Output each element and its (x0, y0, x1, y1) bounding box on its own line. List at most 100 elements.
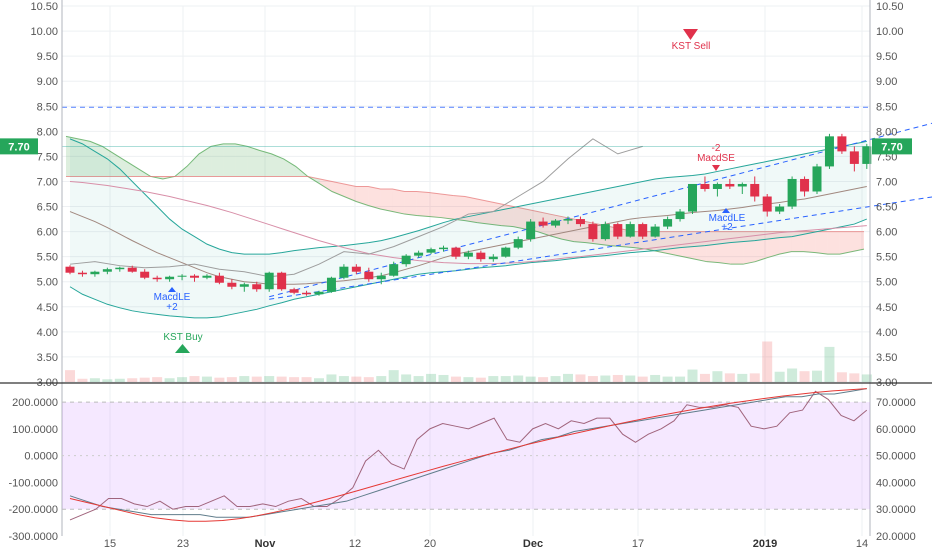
volume-bar (587, 376, 598, 382)
macd-se-sub: -2 (712, 143, 721, 154)
cloud-segment (694, 231, 707, 262)
volume-bar (762, 341, 773, 382)
candle-body (526, 221, 536, 240)
cloud-segment (428, 192, 441, 218)
candle-body (675, 211, 685, 220)
osc-tick-left: -300.0000 (8, 531, 58, 543)
osc-tick-right: 50.0000 (876, 451, 916, 463)
cloud-segment (573, 219, 586, 243)
candle-body (102, 269, 112, 272)
cloud-segment (658, 231, 671, 255)
candle-body (663, 219, 673, 227)
cloud-segment (344, 183, 357, 202)
candle-body (326, 277, 336, 292)
price-tick-left: 4.00 (37, 327, 58, 339)
volume-bar (77, 378, 88, 382)
time-axis: 15 23 Nov 12 20 Dec 17 2019 14 (104, 538, 868, 550)
candle-body (725, 183, 735, 187)
candle-body (227, 282, 237, 287)
volume-bar (426, 373, 437, 382)
candle-body (252, 284, 262, 290)
time-tick: Nov (255, 538, 277, 550)
cloud-segment (114, 153, 127, 177)
cloud-segment (392, 188, 405, 215)
macd-le-arrow-2 (722, 208, 730, 213)
candle-body (277, 272, 287, 290)
price-tick-left: 6.00 (37, 227, 58, 239)
time-tick: 23 (177, 538, 189, 550)
candle-body (575, 219, 585, 225)
cloud-segment (477, 199, 490, 225)
cloud-segment (561, 216, 574, 242)
volume-bar (675, 376, 686, 382)
price-tick-right: 6.00 (876, 227, 897, 239)
cloud-segment (259, 150, 272, 177)
lagging-span (69, 138, 643, 278)
price-tick-left: 6.50 (37, 202, 58, 214)
candle-body (762, 196, 772, 212)
volume-bar (89, 378, 100, 382)
candle-body (65, 266, 75, 273)
volume-bar (463, 377, 474, 382)
candle-body (302, 292, 312, 295)
volume-bar (152, 377, 163, 382)
candlesticks[interactable] (65, 133, 872, 296)
volume-bar (276, 376, 287, 382)
cloud-segment (319, 178, 332, 192)
price-tick-left: 10.50 (30, 1, 58, 13)
candle-body (551, 220, 561, 226)
candle-body (351, 266, 361, 272)
price-tick-right: 4.50 (876, 302, 897, 314)
cloud-segment (211, 143, 224, 177)
osc-tick-left: 200.0000 (12, 397, 58, 409)
volume-bar (699, 373, 710, 382)
cloud-segment (78, 138, 91, 177)
volume-bar (301, 377, 312, 382)
candle-body (177, 275, 187, 277)
time-tick: 17 (632, 538, 644, 550)
time-tick: 20 (424, 538, 436, 550)
volume-bar (625, 375, 636, 382)
candle-body (376, 275, 386, 280)
volume-bar (214, 377, 225, 382)
osc-line-a (69, 388, 867, 518)
candle-body (202, 275, 212, 278)
price-tick-right: 9.50 (876, 51, 897, 63)
volume-bar (114, 378, 125, 382)
osc-tick-right: 20.0000 (876, 531, 916, 543)
volume-bar (401, 374, 412, 382)
candle-body (77, 272, 87, 275)
cloud-span-b (66, 175, 864, 233)
candle-body (190, 275, 199, 278)
cloud-segment (743, 231, 756, 265)
price-tick-left: 8.50 (37, 101, 58, 113)
kst-sell-label: KST Sell (672, 41, 711, 52)
osc-tick-right: 40.0000 (876, 477, 916, 489)
candle-body (127, 267, 137, 272)
candle-body (488, 256, 498, 260)
candle-body (563, 219, 573, 221)
candle-body (775, 206, 785, 212)
volume-bar (127, 378, 138, 382)
volume-bar (189, 376, 200, 382)
volume-bar (600, 375, 611, 382)
volume-bars (65, 341, 872, 382)
price-tick-left: 7.50 (37, 151, 58, 163)
candle-body (737, 183, 747, 187)
oscillator-pane: 200.0000 100.0000 0.0000 -100.0000 -200.0000… (8, 388, 916, 543)
candle-body (289, 289, 299, 293)
volume-bar (326, 374, 337, 382)
cloud-segment (706, 231, 719, 263)
candle-body (812, 166, 822, 192)
cloud-segment (235, 143, 248, 177)
volume-bar (724, 373, 735, 382)
macd-le-sub: +2 (166, 302, 178, 313)
last-price-tag-right (872, 138, 912, 155)
volume-bar (612, 374, 623, 382)
cloud-segment (815, 231, 828, 255)
cloud-segment (827, 231, 840, 255)
volume-bar (849, 373, 860, 382)
time-tick: 15 (104, 538, 116, 550)
